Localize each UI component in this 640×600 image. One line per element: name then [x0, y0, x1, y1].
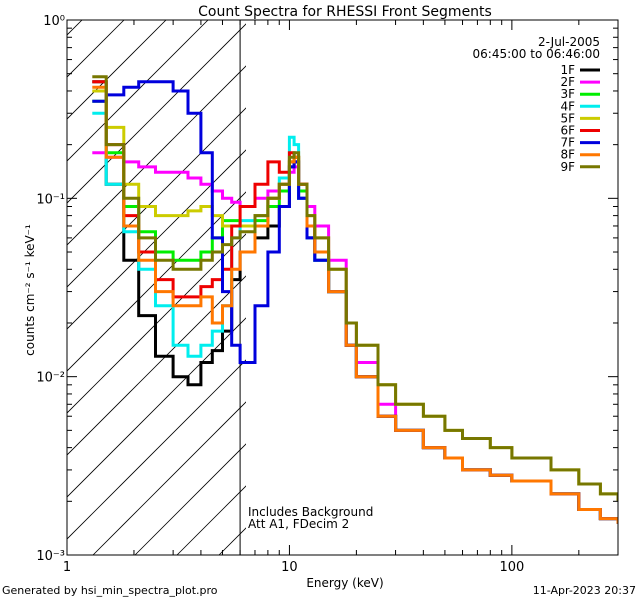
- legend-label: 2F: [560, 75, 575, 89]
- legend-label: 6F: [560, 124, 575, 138]
- hatch-line: [67, 275, 246, 456]
- hatch-line: [67, 233, 246, 414]
- y-tick-label: 10⁻²: [36, 371, 65, 386]
- hatch-line: [67, 107, 246, 288]
- timestamp-label: 11-Apr-2023 20:37: [533, 584, 636, 597]
- hatch-line: [67, 359, 246, 540]
- attenuator-annotation: Att A1, FDecim 2: [248, 517, 349, 531]
- plot-frame: [66, 19, 619, 556]
- series-line-9F: [92, 75, 618, 502]
- y-tick-label: 10⁻³: [36, 549, 65, 564]
- legend-label: 4F: [560, 99, 575, 113]
- y-tick-label: 10⁻¹: [36, 192, 65, 207]
- series-lines: [92, 75, 618, 524]
- hatch-line: [67, 317, 246, 498]
- y-tick-label: 10⁰: [43, 14, 65, 29]
- x-tick-label: 100: [499, 560, 524, 575]
- series-line-4F: [92, 111, 618, 524]
- chart-title: Count Spectra for RHESSI Front Segments: [198, 4, 492, 20]
- legend-label: 1F: [560, 63, 575, 77]
- y-axis-label: counts cm⁻² s⁻¹ keV⁻¹: [23, 224, 37, 356]
- hatch-line: [67, 149, 246, 330]
- legend-label: 5F: [560, 111, 575, 125]
- legend-label: 8F: [560, 148, 575, 162]
- hatch-line: [67, 65, 246, 246]
- series-line-3F: [92, 99, 618, 524]
- legend-label: 7F: [560, 136, 575, 150]
- x-axis-label: Energy (keV): [306, 576, 383, 590]
- background-annotation: Includes Background: [248, 505, 373, 519]
- time-range-label: 06:45:00 to 06:46:00: [473, 47, 600, 61]
- hatch-line: [134, 443, 246, 555]
- hatch-line: [218, 527, 246, 555]
- x-tick-label: 10: [281, 560, 298, 575]
- generated-by-label: Generated by hsi_min_spectra_plot.pro: [2, 584, 218, 597]
- date-label: 2-Jul-2005: [538, 35, 600, 49]
- hatch-line: [67, 191, 246, 372]
- legend-label: 3F: [560, 87, 575, 101]
- axis-ticks: [66, 19, 619, 556]
- series-line-5F: [92, 89, 618, 502]
- x-tick-label: 1: [63, 560, 71, 575]
- hatch-line: [67, 20, 83, 36]
- hatch-line: [92, 401, 246, 555]
- legend-label: 9F: [560, 160, 575, 174]
- hatch-line: [67, 23, 246, 204]
